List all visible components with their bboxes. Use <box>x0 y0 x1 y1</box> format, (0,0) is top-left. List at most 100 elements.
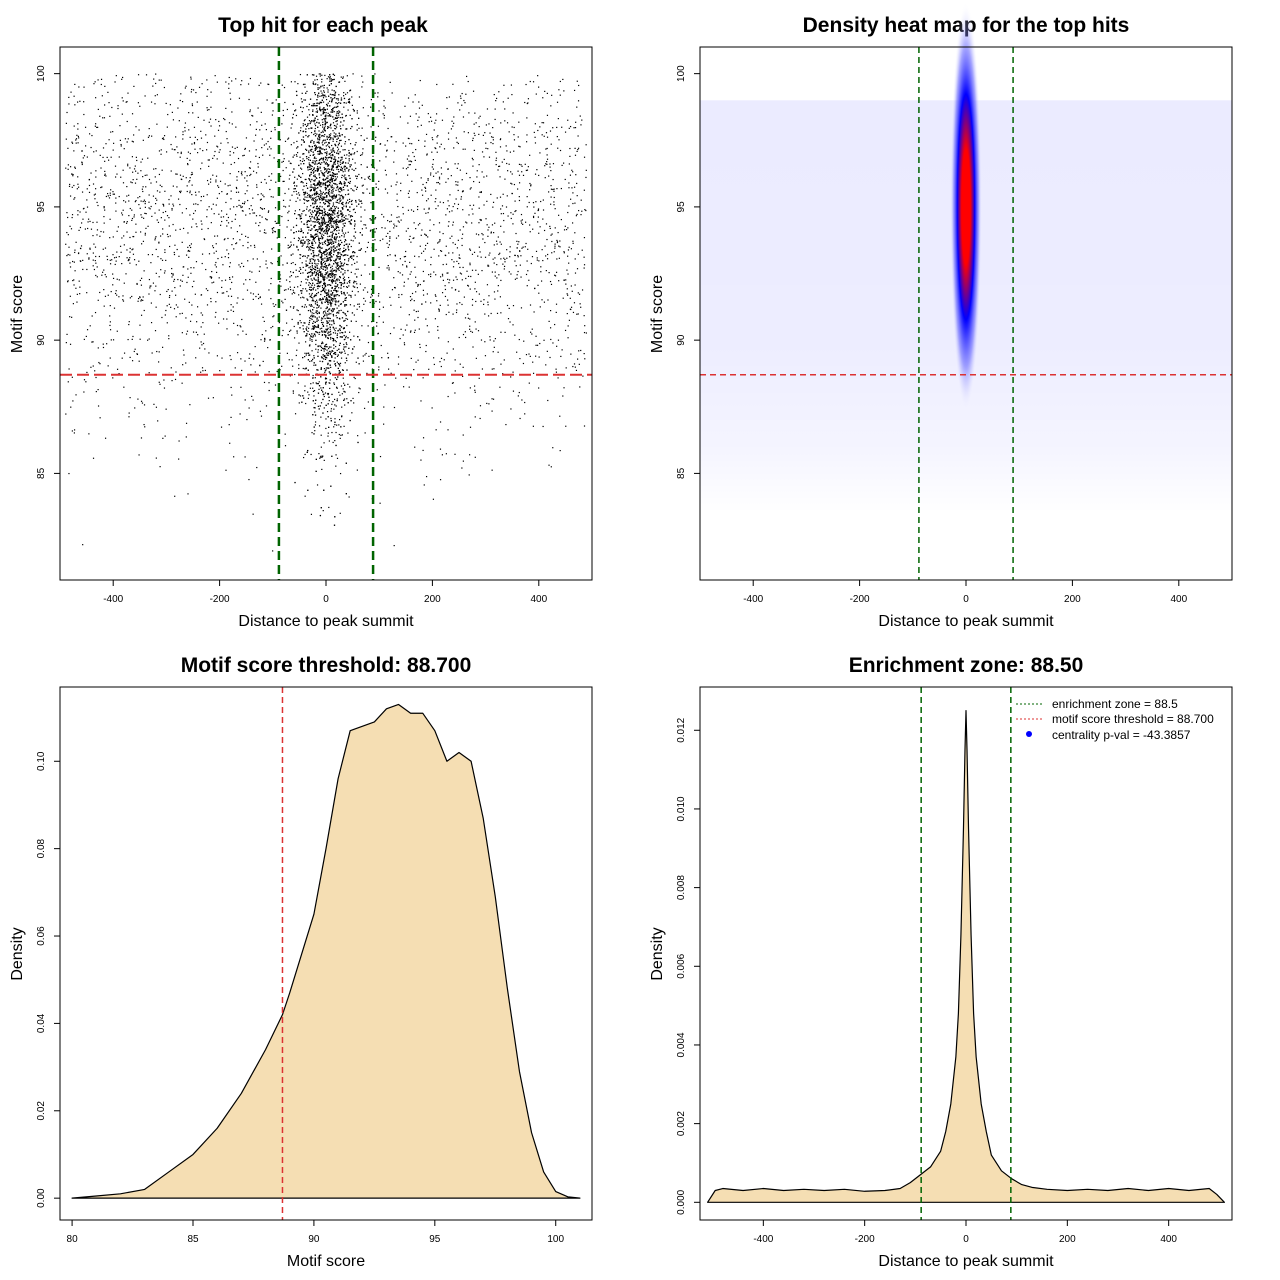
data-point <box>459 109 461 111</box>
data-point <box>324 348 326 350</box>
data-point <box>367 176 369 178</box>
data-point <box>456 247 459 249</box>
data-point <box>106 255 108 257</box>
data-point <box>317 351 319 353</box>
data-point <box>184 87 186 89</box>
data-point <box>230 309 232 311</box>
data-point <box>467 285 470 287</box>
data-point <box>453 147 455 149</box>
data-point <box>445 214 447 216</box>
data-point <box>344 391 346 393</box>
data-point <box>328 136 331 138</box>
data-point <box>109 218 111 220</box>
data-point <box>202 149 204 152</box>
data-point <box>553 190 555 192</box>
data-point <box>344 404 346 406</box>
data-point <box>524 163 526 165</box>
data-point <box>152 282 155 284</box>
data-point <box>69 343 72 345</box>
data-point <box>244 147 246 150</box>
data-point <box>131 182 133 184</box>
data-point <box>274 220 276 223</box>
data-point <box>90 146 92 149</box>
data-point <box>543 339 545 341</box>
data-point <box>405 145 407 147</box>
data-point <box>472 139 474 142</box>
data-point <box>209 181 212 183</box>
data-point <box>189 136 191 138</box>
data-point <box>284 192 286 195</box>
data-point <box>461 179 463 181</box>
data-point <box>395 377 397 379</box>
data-point <box>238 264 240 266</box>
data-point <box>290 81 292 83</box>
data-point <box>205 268 207 271</box>
data-point <box>487 301 489 303</box>
data-point <box>141 188 143 190</box>
data-point <box>349 304 352 306</box>
data-point <box>155 82 157 85</box>
data-point <box>312 287 314 289</box>
data-point <box>308 229 310 231</box>
data-point <box>436 136 438 138</box>
data-point <box>395 237 398 239</box>
data-point <box>308 247 310 249</box>
data-point <box>77 183 79 185</box>
data-point <box>265 143 267 145</box>
data-point <box>545 255 547 257</box>
data-point <box>345 93 347 95</box>
data-point <box>306 257 308 259</box>
data-point <box>206 209 208 211</box>
data-point <box>151 254 154 256</box>
data-point <box>131 217 134 220</box>
data-point <box>325 189 327 191</box>
data-point <box>396 193 398 195</box>
data-point <box>447 304 449 306</box>
data-point <box>464 331 466 333</box>
data-point <box>317 274 320 277</box>
data-point <box>318 185 320 187</box>
data-point <box>265 263 267 265</box>
data-point <box>185 208 187 210</box>
data-point <box>141 402 144 404</box>
data-point <box>104 247 107 249</box>
data-point <box>246 180 248 182</box>
data-point <box>334 176 336 178</box>
data-point <box>413 331 416 334</box>
data-point <box>166 233 169 236</box>
data-point <box>230 304 232 306</box>
data-point <box>284 237 287 239</box>
data-point <box>446 107 448 110</box>
data-point <box>230 190 232 192</box>
data-point <box>535 355 537 357</box>
data-point <box>314 201 316 203</box>
data-point <box>525 169 527 172</box>
data-point <box>400 190 402 192</box>
data-point <box>99 417 101 419</box>
data-point <box>289 286 291 288</box>
data-point <box>428 331 430 333</box>
data-point <box>328 291 330 293</box>
data-point <box>308 162 310 164</box>
data-point <box>310 131 313 134</box>
data-point <box>424 233 426 235</box>
data-point <box>469 328 471 330</box>
data-point <box>102 156 104 159</box>
data-point <box>248 208 250 210</box>
data-point <box>109 263 112 265</box>
data-point <box>162 228 164 230</box>
data-point <box>316 331 318 333</box>
data-point <box>498 274 500 276</box>
data-point <box>564 131 567 133</box>
data-point <box>86 156 88 158</box>
data-point <box>348 168 350 171</box>
data-point <box>430 275 432 278</box>
data-point <box>544 245 546 247</box>
data-point <box>335 189 337 191</box>
data-point <box>172 274 174 276</box>
data-point <box>439 146 441 148</box>
data-point <box>335 98 338 100</box>
data-point <box>388 240 391 242</box>
data-point <box>163 205 165 207</box>
data-point <box>218 125 221 127</box>
